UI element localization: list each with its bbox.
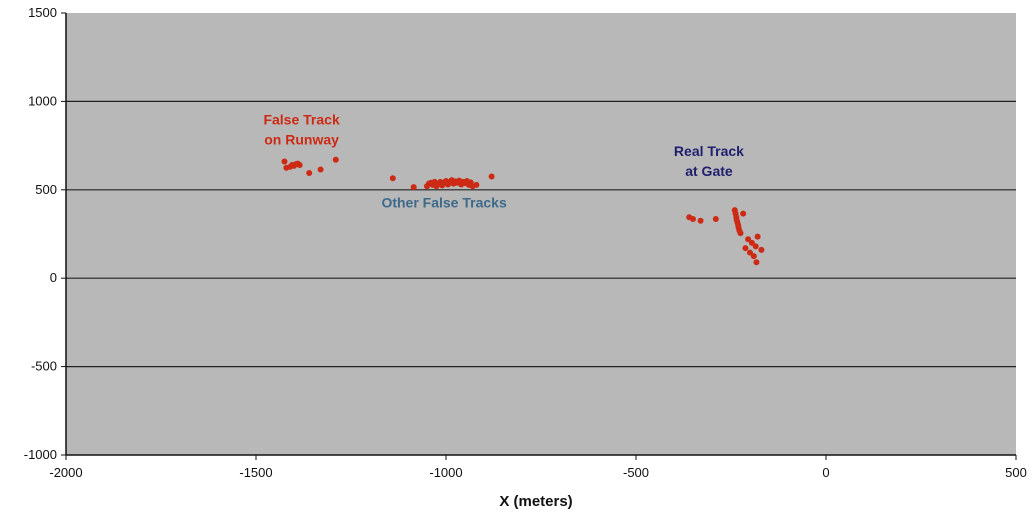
data-point [745,236,752,243]
x-tick-label: 0 [822,465,829,480]
data-point [317,166,324,173]
data-point [410,184,417,191]
x-tick-label: -1000 [429,465,462,480]
y-tick-label: -1000 [24,447,57,462]
data-point [306,170,313,177]
annotation-label: False Track on Runway [263,111,339,147]
data-point [473,181,480,188]
annotation-line: Real Track [674,143,744,159]
data-point [752,243,759,250]
data-point [750,253,757,260]
data-point [753,259,760,266]
data-points [281,156,765,266]
data-point [747,249,753,256]
annotation-line: False Track [263,111,339,127]
plot-area [66,13,1016,455]
data-point [742,245,749,252]
data-point [754,233,761,240]
gridlines [66,100,1016,368]
data-point [332,156,339,163]
y-tick-label: 0 [50,270,57,285]
x-tick-labels: -2000 -1500 -1000 -500 0 500 [49,465,1026,480]
data-point [740,210,747,217]
x-tick-label: 500 [1005,465,1027,480]
y-tick-label: -500 [31,359,57,374]
data-point [697,217,704,224]
annotation-line: on Runway [264,131,339,147]
y-tick-label: 1500 [28,5,57,20]
data-point [712,215,719,222]
x-tick-label: -2000 [49,465,82,480]
data-point [389,175,396,182]
y-tick-labels: -1000 -500 0 500 1000 1500 [24,5,57,462]
data-point [281,158,288,165]
annotation-line: Other False Tracks [381,194,507,210]
data-point [488,173,495,180]
data-point [758,246,765,253]
annotation-line: at Gate [685,163,733,179]
annotation-label: Other False Tracks [381,194,507,210]
data-point [296,162,303,169]
x-tick-label: -1500 [239,465,272,480]
x-axis-title: X (meters) [499,493,572,510]
data-point [748,239,755,246]
data-point [737,230,744,237]
data-point [690,215,696,222]
y-tick-label: 1000 [28,93,57,108]
tick-marks [61,12,1017,460]
y-tick-label: 500 [35,182,57,197]
annotations: False Track on Runway Other False Tracks Re… [263,111,744,210]
annotation-label: Real Track at Gate [674,143,744,179]
x-tick-label: -500 [623,465,649,480]
